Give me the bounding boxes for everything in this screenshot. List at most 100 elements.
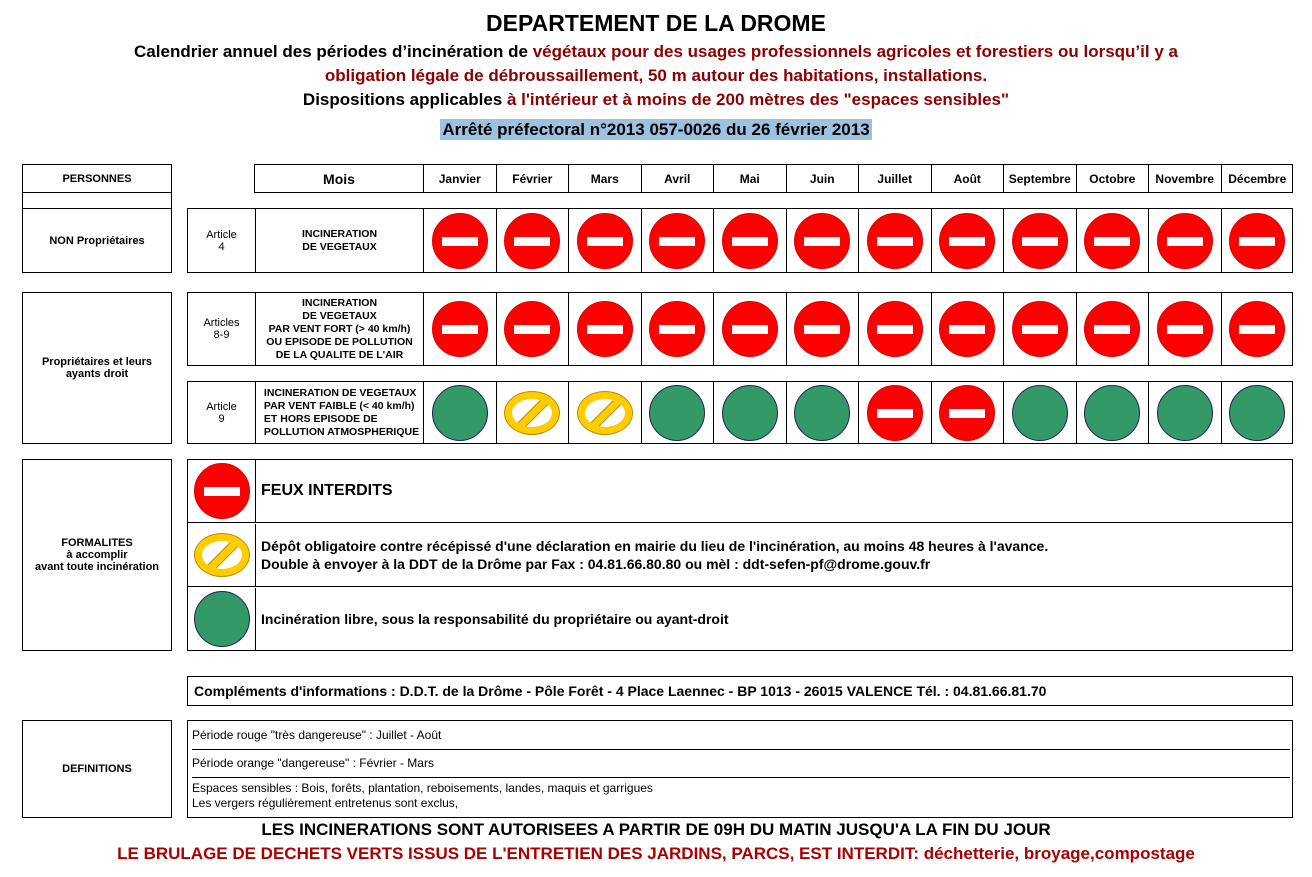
month-header: Novembre	[1148, 165, 1221, 192]
declaration-required-icon	[577, 391, 632, 434]
description-cell: INCINERATION DE VEGETAUX	[255, 209, 423, 272]
no-entry-icon	[1084, 301, 1141, 357]
definition-item: Période orange "dangereuse" : Février - …	[192, 749, 1290, 778]
legend: FEUX INTERDITS Dépôt obligatoire contre r…	[187, 459, 1293, 651]
subtitle-part: végétaux pour des usages professionnels …	[532, 42, 1178, 61]
no-entry-icon	[1156, 301, 1213, 357]
no-entry-icon	[576, 301, 633, 357]
no-entry-icon	[649, 301, 706, 357]
table-row: Article 9 INCINERATION DE VEGETAUX PAR VE…	[187, 381, 1293, 444]
description-cell: INCINERATION DE VEGETAUX PAR VENT FAIBLE…	[255, 382, 423, 443]
month-status-cell	[785, 209, 859, 272]
month-header: Août	[930, 165, 1004, 192]
month-status-cell	[858, 382, 931, 443]
article-cell: Articles 8-9	[203, 317, 240, 341]
definitions-label: DEFINITIONS	[22, 720, 172, 818]
month-header: Juin	[785, 165, 859, 192]
no-entry-icon	[721, 301, 778, 357]
table-row: Articles 8-9 INCINERATION DE VEGETAUX PAR…	[187, 292, 1293, 366]
no-entry-icon	[431, 212, 488, 269]
arrete-reference: Arrêté préfectoral n°2013 057-0026 du 26…	[440, 119, 872, 140]
free-burning-icon	[193, 591, 250, 647]
no-entry-icon	[794, 301, 851, 357]
legend-text: Dépôt obligatoire contre récépissé d'une…	[255, 524, 1292, 587]
legend-text: Incinération libre, sous la responsabili…	[255, 588, 1292, 650]
no-entry-icon	[1229, 301, 1286, 357]
month-status-cell	[1220, 382, 1294, 443]
month-status-cell	[1148, 209, 1221, 272]
month-status-cell	[785, 293, 859, 365]
no-entry-icon	[504, 301, 561, 357]
month-status-cell	[495, 382, 569, 443]
description-cell: INCINERATION DE VEGETAUX PAR VENT FORT (…	[255, 293, 423, 365]
month-status-cell	[713, 209, 786, 272]
no-entry-icon	[504, 212, 561, 269]
page-title: DEPARTEMENT DE LA DROME	[486, 10, 826, 36]
no-entry-icon	[576, 212, 633, 269]
month-status-cell	[1003, 382, 1076, 443]
no-entry-icon	[866, 384, 923, 441]
no-entry-icon	[939, 212, 996, 269]
month-status-cell	[423, 209, 496, 272]
no-entry-icon	[1011, 301, 1068, 357]
declaration-required-icon	[505, 391, 560, 434]
footer-ban: LE BRULAGE DE DECHETS VERTS ISSUS DE L'E…	[117, 844, 1195, 863]
subtitle-part: à l'intérieur et à moins de 200 mètres d…	[506, 90, 1010, 109]
month-status-cell	[1003, 293, 1076, 365]
month-status-cell	[1148, 293, 1221, 365]
month-header: Février	[495, 165, 569, 192]
month-status-cell	[640, 382, 714, 443]
month-status-cell	[1075, 293, 1149, 365]
no-entry-icon	[866, 212, 923, 269]
free-burning-icon	[1229, 384, 1286, 441]
article-cell: Article 9	[206, 400, 237, 425]
personne-proprietaires: Propriétaires et leurs ayants droit	[22, 292, 172, 444]
no-entry-icon	[193, 463, 250, 519]
month-status-cell	[640, 293, 714, 365]
month-header: Mars	[568, 165, 641, 192]
free-burning-icon	[794, 384, 851, 441]
definition-item: Espaces sensibles : Bois, forêts, planta…	[192, 781, 653, 810]
month-status-cell	[568, 382, 641, 443]
personne-non-proprietaires: NON Propriétaires	[22, 208, 172, 273]
month-status-cell	[495, 293, 569, 365]
article-cell: Article 4	[206, 228, 237, 253]
months-header-row: Mois Janvier Février Mars Avril Mai Juin Juille…	[254, 164, 1293, 193]
month-header: Avril	[640, 165, 714, 192]
no-entry-icon	[794, 212, 851, 269]
free-burning-icon	[1156, 384, 1213, 441]
no-entry-icon	[1084, 212, 1141, 269]
legend-icon-cell	[188, 524, 255, 587]
month-header: Mai	[713, 165, 786, 192]
month-header: Septembre	[1003, 165, 1076, 192]
month-status-cell	[930, 293, 1004, 365]
month-status-cell	[713, 382, 786, 443]
month-header: Octobre	[1075, 165, 1149, 192]
month-header: Janvier	[423, 165, 496, 192]
legend-icon-cell	[188, 588, 255, 650]
free-burning-icon	[431, 384, 488, 441]
month-status-cell	[640, 209, 714, 272]
no-entry-icon	[1229, 212, 1286, 269]
formalites-label: FORMALITES à accomplir avant toute incin…	[22, 459, 172, 651]
footer-hours: LES INCINERATIONS SONT AUTORISEES A PART…	[261, 820, 1051, 839]
subtitle-part: Calendrier annuel des périodes d’incinér…	[134, 42, 533, 61]
month-status-cell	[568, 293, 641, 365]
subtitle-part: Dispositions applicables	[302, 90, 507, 109]
subtitle: Calendrier annuel des périodes d’incinér…	[0, 40, 1312, 112]
month-status-cell	[713, 293, 786, 365]
month-status-cell	[858, 209, 931, 272]
month-status-cell	[930, 209, 1004, 272]
month-status-cell	[1148, 382, 1221, 443]
mois-header: Mois	[323, 170, 355, 187]
no-entry-icon	[649, 212, 706, 269]
month-status-cell	[1003, 209, 1076, 272]
month-status-cell	[1075, 382, 1149, 443]
month-status-cell	[858, 293, 931, 365]
free-burning-icon	[649, 384, 706, 441]
free-burning-icon	[721, 384, 778, 441]
no-entry-icon	[1011, 212, 1068, 269]
divider	[22, 192, 172, 208]
month-header: Décembre	[1220, 165, 1294, 192]
no-entry-icon	[939, 384, 996, 441]
